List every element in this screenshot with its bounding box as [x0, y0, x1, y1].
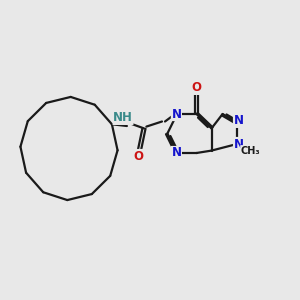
Text: O: O	[191, 81, 202, 94]
Text: N: N	[233, 114, 244, 128]
Text: NH: NH	[113, 111, 133, 124]
Text: N: N	[171, 146, 182, 160]
Text: O: O	[133, 149, 143, 163]
Text: N: N	[233, 137, 244, 151]
Text: N: N	[171, 107, 182, 121]
Text: CH₃: CH₃	[241, 146, 260, 156]
